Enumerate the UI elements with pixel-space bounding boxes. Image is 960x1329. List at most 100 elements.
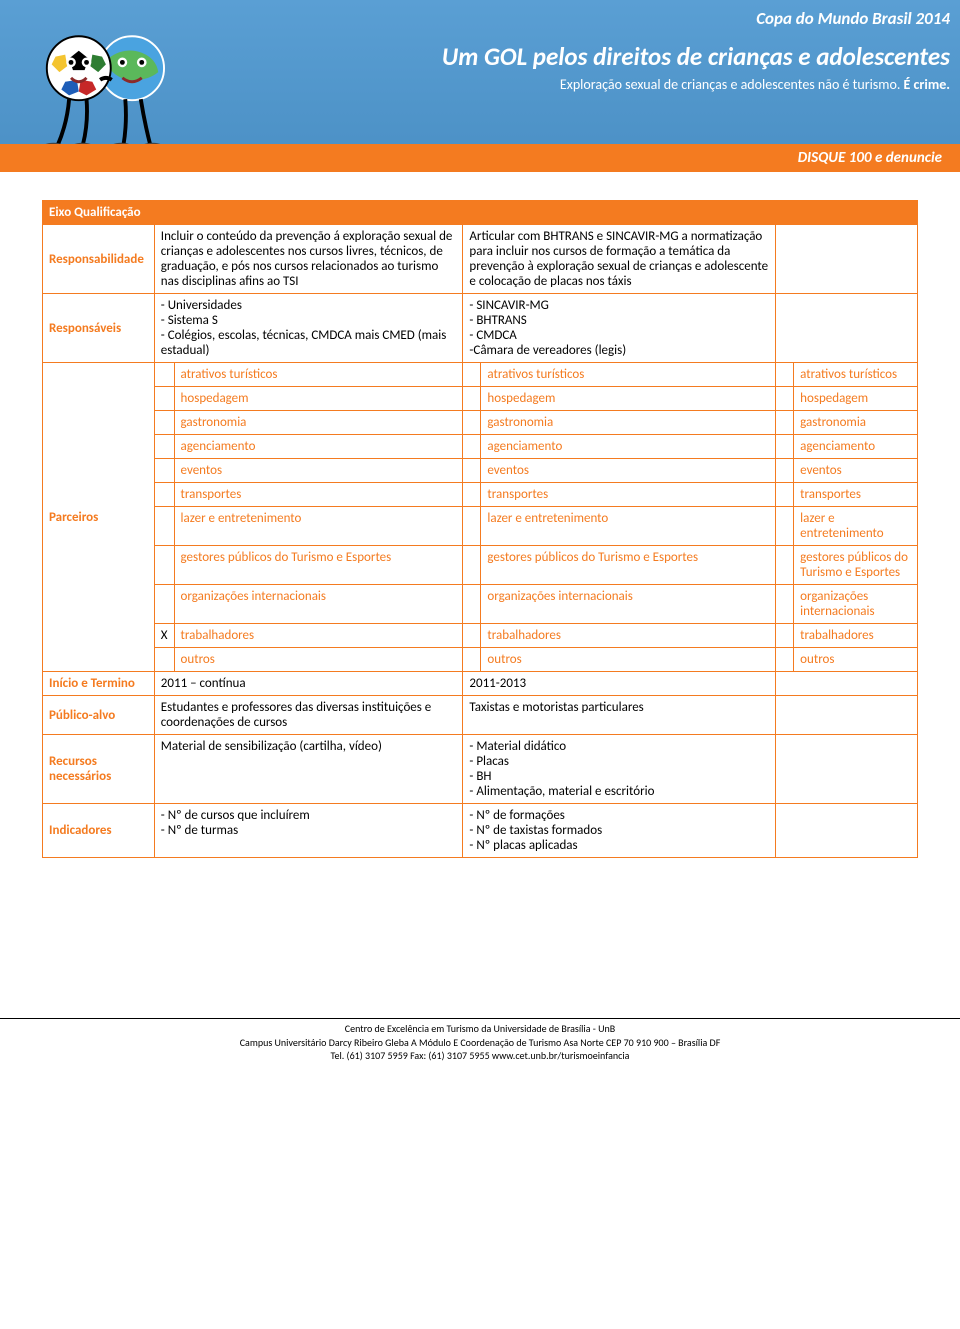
cell: Estudantes e professores das diversas in… (154, 696, 463, 735)
partner: agenciamento (174, 435, 463, 459)
x-mark (154, 435, 174, 459)
x-mark (463, 363, 481, 387)
cell (776, 696, 918, 735)
x-mark (463, 585, 481, 624)
partner: agenciamento (481, 435, 776, 459)
banner-text: Copa do Mundo Brasil 2014 Um GOL pelos d… (200, 8, 950, 93)
x-mark (776, 483, 794, 507)
row-label-inicio: Início e Termino (43, 672, 155, 696)
row-label-indicadores: Indicadores (43, 804, 155, 858)
partner: outros (481, 648, 776, 672)
cell: - Material didático- Placas- BH- Aliment… (463, 735, 776, 804)
row-label-recursos: Recursos necessários (43, 735, 155, 804)
x-mark (776, 387, 794, 411)
row-label-publico: Público-alvo (43, 696, 155, 735)
banner-title-2: Um GOL pelos direitos de crianças e adol… (200, 41, 950, 72)
footer-line-2: Campus Universitário Darcy Ribeiro Gleba… (0, 1036, 960, 1050)
x-mark (463, 546, 481, 585)
x-mark (463, 648, 481, 672)
x-mark (776, 546, 794, 585)
footer: Centro de Excelência em Turismo da Unive… (0, 1018, 960, 1071)
cell: - Universidades- Sistema S- Colégios, es… (154, 294, 463, 363)
row-label-parceiros: Parceiros (43, 363, 155, 672)
banner-strip: DISQUE 100 e denuncie (0, 144, 960, 172)
partner: trabalhadores (174, 624, 463, 648)
footer-line-3: Tel. (61) 3107 5959 Fax: (61) 3107 5955 … (0, 1049, 960, 1063)
cell: Incluir o conteúdo da prevenção á explor… (154, 225, 463, 294)
partner: atrativos turísticos (794, 363, 918, 387)
partner: eventos (481, 459, 776, 483)
content: Eixo Qualificação Responsabilidade Inclu… (0, 200, 960, 858)
x-mark (154, 483, 174, 507)
x-mark (776, 363, 794, 387)
partner: eventos (794, 459, 918, 483)
x-mark: X (154, 624, 174, 648)
x-mark (463, 387, 481, 411)
cell (776, 735, 918, 804)
x-mark (776, 459, 794, 483)
x-mark (154, 411, 174, 435)
partner: gestores públicos do Turismo e Esportes (794, 546, 918, 585)
partner: gastronomia (794, 411, 918, 435)
cell (776, 672, 918, 696)
partner: trabalhadores (481, 624, 776, 648)
qualification-table: Eixo Qualificação Responsabilidade Inclu… (42, 200, 918, 858)
x-mark (463, 435, 481, 459)
cell: Taxistas e motoristas particulares (463, 696, 776, 735)
cell: - SINCAVIR-MG- BHTRANS- CMDCA-Câmara de … (463, 294, 776, 363)
partner: transportes (174, 483, 463, 507)
x-mark (776, 411, 794, 435)
cell: 2011 – contínua (154, 672, 463, 696)
footer-line-1: Centro de Excelência em Turismo da Unive… (0, 1022, 960, 1036)
x-mark (776, 435, 794, 459)
cell: Articular com BHTRANS e SINCAVIR-MG a no… (463, 225, 776, 294)
partner: hospedagem (481, 387, 776, 411)
cell (776, 804, 918, 858)
partner: transportes (481, 483, 776, 507)
x-mark (776, 648, 794, 672)
partner: agenciamento (794, 435, 918, 459)
partner: outros (794, 648, 918, 672)
cell (776, 225, 918, 294)
partner: hospedagem (794, 387, 918, 411)
partner: eventos (174, 459, 463, 483)
banner-title-1: Copa do Mundo Brasil 2014 (200, 8, 950, 29)
partner: lazer e entretenimento (174, 507, 463, 546)
partner: gastronomia (481, 411, 776, 435)
partner: lazer e entretenimento (794, 507, 918, 546)
partner: trabalhadores (794, 624, 918, 648)
x-mark (154, 546, 174, 585)
partner: outros (174, 648, 463, 672)
x-mark (154, 585, 174, 624)
x-mark (154, 387, 174, 411)
partner: organizações internacionais (794, 585, 918, 624)
x-mark (463, 507, 481, 546)
x-mark (776, 624, 794, 648)
x-mark (154, 648, 174, 672)
partner: gestores públicos do Turismo e Esportes (481, 546, 776, 585)
partner: organizações internacionais (174, 585, 463, 624)
partner: organizações internacionais (481, 585, 776, 624)
partner: gastronomia (174, 411, 463, 435)
banner: Copa do Mundo Brasil 2014 Um GOL pelos d… (0, 0, 960, 172)
x-mark (463, 624, 481, 648)
row-label-responsabilidade: Responsabilidade (43, 225, 155, 294)
partner: transportes (794, 483, 918, 507)
x-mark (154, 459, 174, 483)
partner: atrativos turísticos (174, 363, 463, 387)
partner: atrativos turísticos (481, 363, 776, 387)
x-mark (463, 411, 481, 435)
banner-subtitle: Exploração sexual de crianças e adolesce… (200, 76, 950, 93)
cell (776, 294, 918, 363)
x-mark (463, 483, 481, 507)
x-mark (154, 363, 174, 387)
partner: hospedagem (174, 387, 463, 411)
x-mark (154, 507, 174, 546)
cell: - Nº de cursos que incluírem- Nº de turm… (154, 804, 463, 858)
table-header-eixo: Eixo Qualificação (43, 201, 918, 225)
partner: lazer e entretenimento (481, 507, 776, 546)
x-mark (776, 507, 794, 546)
cell: 2011-2013 (463, 672, 776, 696)
cell: Material de sensibilização (cartilha, ví… (154, 735, 463, 804)
partner: gestores públicos do Turismo e Esportes (174, 546, 463, 585)
